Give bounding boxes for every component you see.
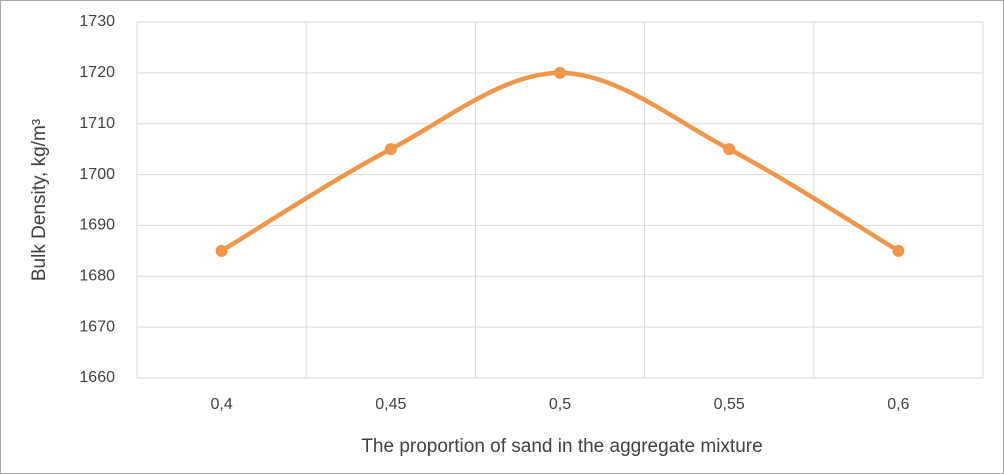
data-point (892, 244, 905, 257)
data-point (215, 244, 228, 257)
data-point (384, 143, 397, 156)
y-tick-label: 1700 (79, 166, 115, 183)
y-tick-label: 1720 (79, 64, 115, 81)
x-tick-label: 0,55 (714, 396, 745, 413)
y-tick-label: 1670 (79, 318, 115, 335)
x-tick-label: 0,6 (887, 396, 909, 413)
data-point (723, 143, 736, 156)
x-axis-label: The proportion of sand in the aggregate … (361, 436, 762, 457)
y-tick-label: 1690 (79, 217, 115, 234)
y-tick-label: 1730 (79, 13, 115, 30)
y-tick-label: 1660 (79, 369, 115, 386)
x-tick-label: 0,5 (549, 396, 571, 413)
y-tick-label: 1710 (79, 115, 115, 132)
y-tick-label: 1680 (79, 268, 115, 285)
x-tick-label: 0,45 (375, 396, 406, 413)
data-point (554, 66, 566, 79)
x-tick-label: 0,4 (210, 396, 232, 413)
y-axis-label: Bulk Density, kg/m³ (29, 119, 50, 281)
